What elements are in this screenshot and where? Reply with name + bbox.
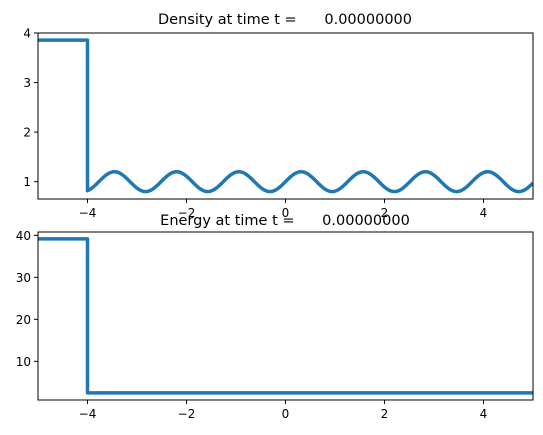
energy-title: Energy at time t = 0.00000000 — [160, 213, 410, 229]
density-xtick-label: −4 — [79, 206, 97, 220]
density-xtick-label: 2 — [381, 206, 389, 220]
energy-y-ticks: 10 20 30 40 — [16, 229, 38, 369]
energy-ytick-label: 10 — [16, 355, 31, 369]
energy-axes: −4 −2 0 2 4 10 20 30 40 Energy at time t = 0.00… — [16, 213, 534, 421]
energy-xtick-label: 4 — [480, 407, 488, 421]
energy-xtick-label: 2 — [381, 407, 389, 421]
energy-ytick-label: 20 — [16, 313, 31, 327]
energy-curve-group — [38, 237, 533, 395]
density-ytick-label: 4 — [23, 27, 31, 41]
energy-x-ticks: −4 −2 0 2 4 — [79, 400, 488, 421]
density-ytick-label: 3 — [23, 76, 31, 90]
density-xtick-label: −2 — [178, 206, 196, 220]
energy-ytick-label: 30 — [16, 271, 31, 285]
density-title: Density at time t = 0.00000000 — [158, 12, 412, 28]
density-curve-group — [38, 38, 533, 194]
density-xtick-label: 4 — [480, 206, 488, 220]
density-x-ticks: −4 −2 0 2 4 — [79, 199, 488, 220]
energy-ytick-label: 40 — [16, 229, 31, 243]
density-ytick-label: 1 — [23, 175, 31, 189]
energy-line — [38, 237, 533, 395]
density-y-ticks: 1 2 3 4 — [23, 27, 38, 189]
energy-xtick-label: −4 — [79, 407, 97, 421]
density-ytick-label: 2 — [23, 126, 31, 140]
density-line — [38, 38, 533, 194]
energy-xtick-label: 0 — [282, 407, 290, 421]
energy-xtick-label: −2 — [178, 407, 196, 421]
density-axes: Density at time t = 0.00000000 −4 −2 0 2 4 1… — [23, 12, 534, 220]
density-xtick-label: 0 — [282, 206, 290, 220]
